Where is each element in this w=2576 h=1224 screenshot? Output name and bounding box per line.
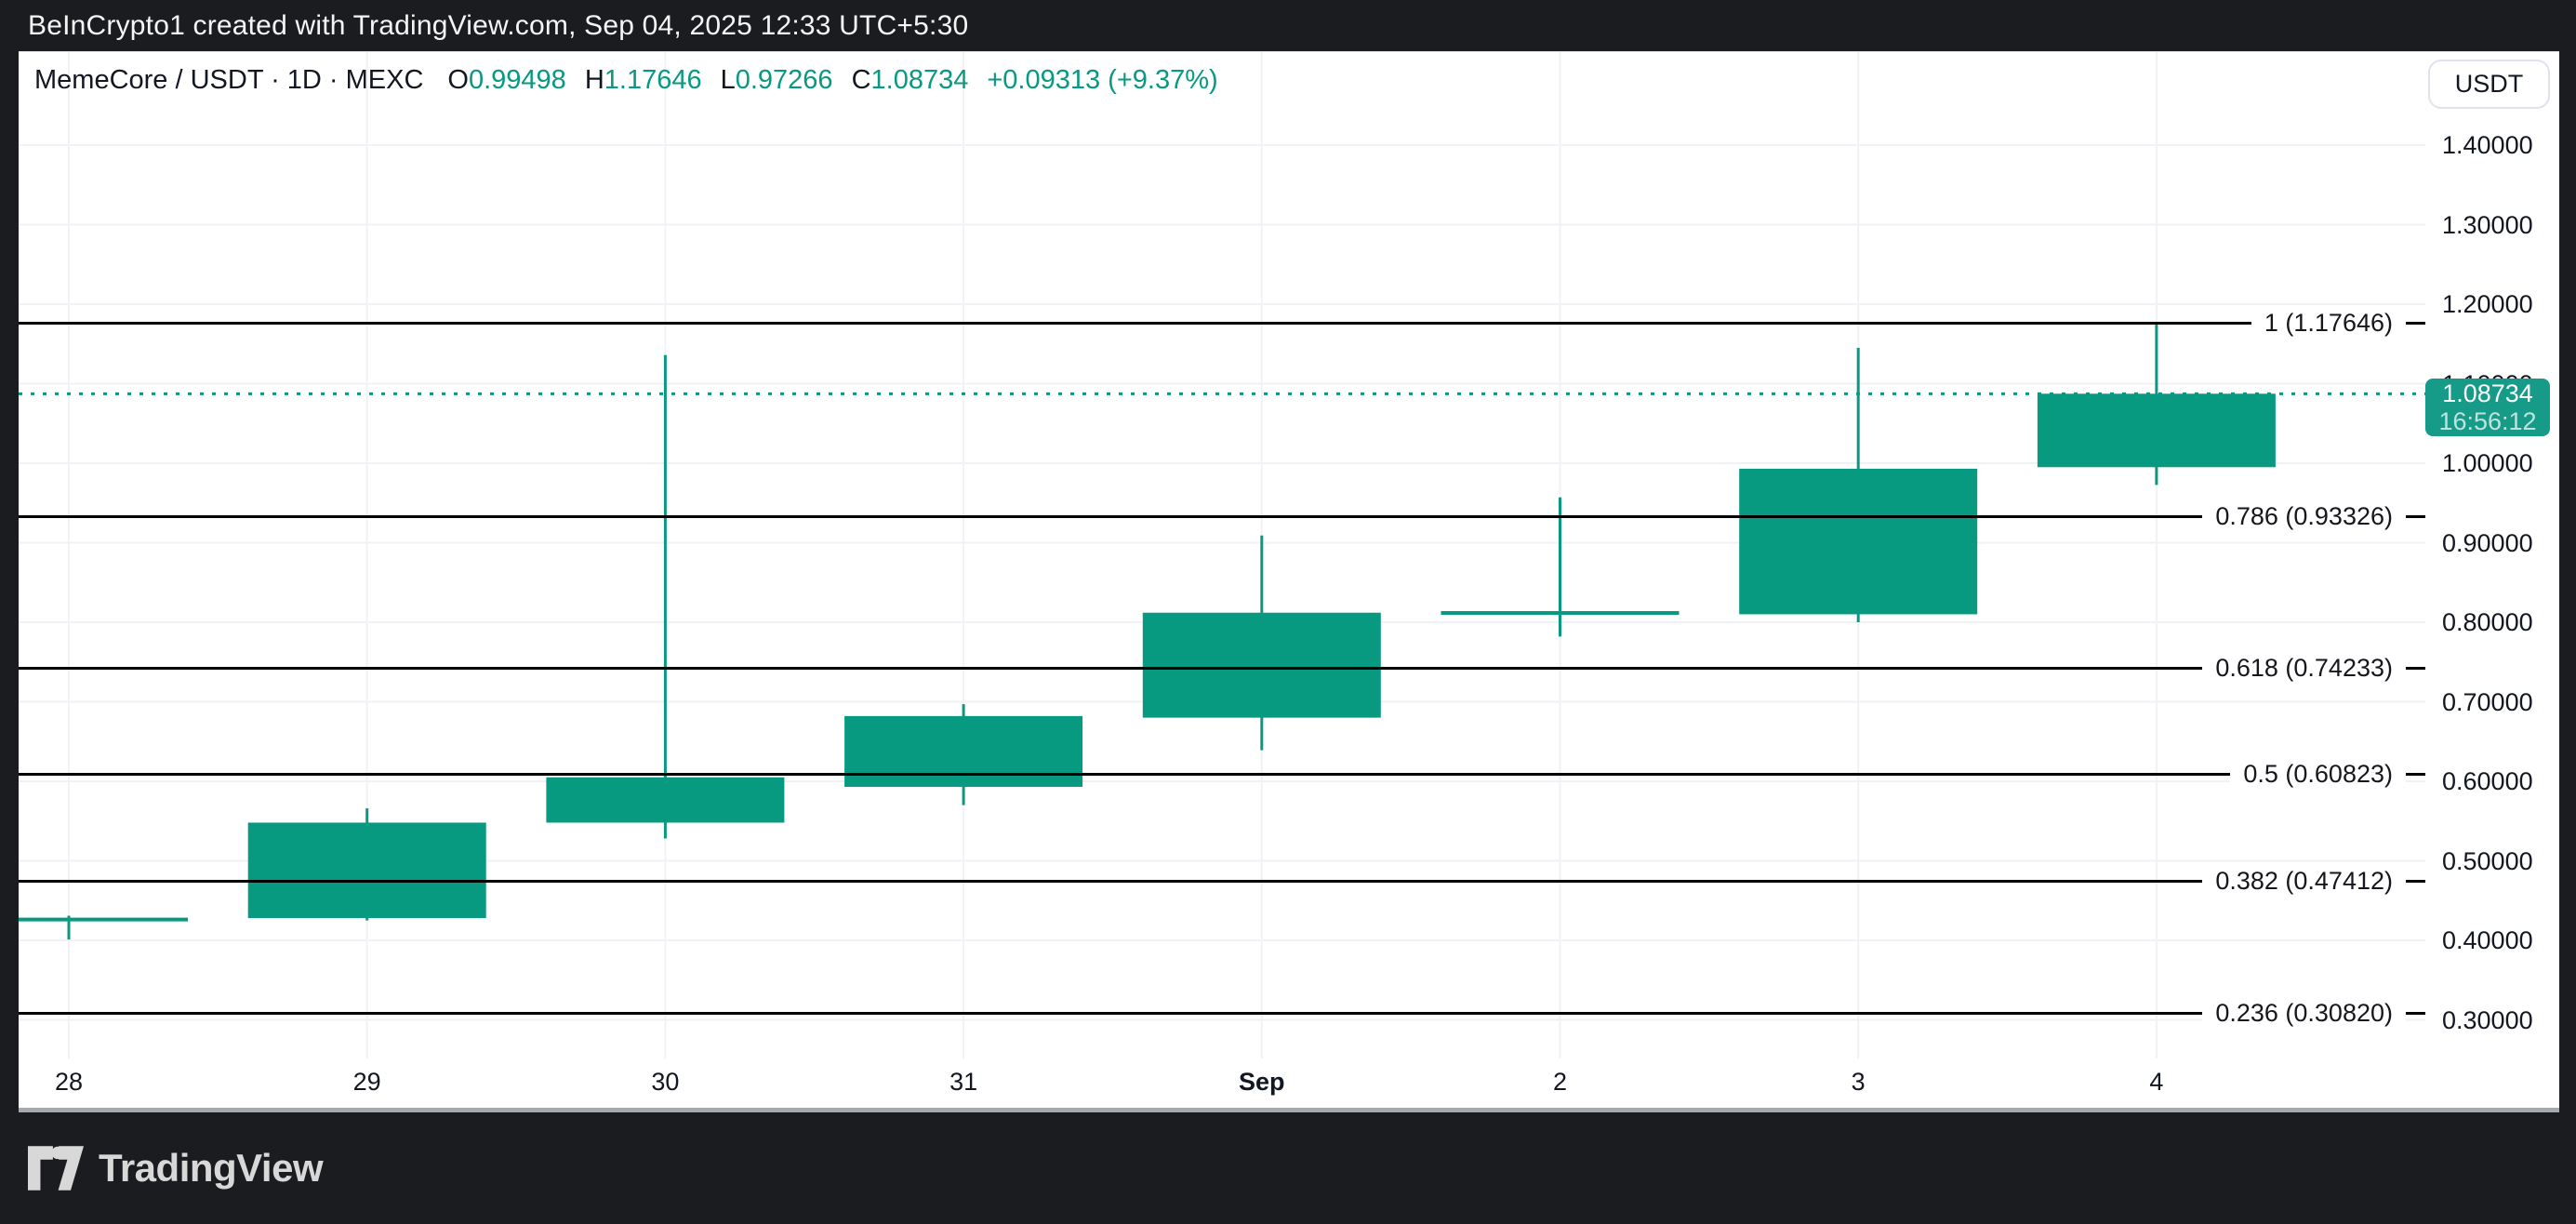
candle-body (844, 715, 1083, 787)
candle-body (19, 917, 188, 922)
candle-body (1142, 612, 1381, 718)
price-axis-label: 0.50000 (2442, 846, 2533, 875)
price-axis-label: 0.80000 (2442, 608, 2533, 636)
price-axis-label: 0.90000 (2442, 528, 2533, 557)
time-axis-label: 3 (1851, 1068, 1866, 1096)
price-axis-label: 1.40000 (2442, 131, 2533, 159)
price-axis[interactable]: 1.400001.300001.200001.100001.000000.900… (2425, 52, 2559, 1058)
time-axis-label: 2 (1552, 1068, 1568, 1096)
tradingview-logo-text: TradingView (99, 1146, 324, 1190)
candle-body (2037, 393, 2276, 468)
currency-toggle-button[interactable]: USDT (2428, 60, 2550, 109)
tradingview-logo[interactable]: TradingView (28, 1146, 324, 1191)
candle-body (247, 822, 486, 919)
footer-bar: TradingView (0, 1112, 2576, 1224)
time-axis-label: 31 (949, 1068, 978, 1096)
plot-area[interactable]: 1 (1.17646) 0.786 (0.93326) 0.618 (0.74233… (19, 52, 2425, 1058)
candlestick-chart (19, 52, 2425, 1058)
price-axis-label: 0.30000 (2442, 1005, 2533, 1034)
price-axis-label: 1.00000 (2442, 449, 2533, 477)
time-axis-label: 28 (54, 1068, 84, 1096)
attribution-text: BeInCrypto1 created with TradingView.com… (28, 9, 969, 41)
time-axis-label: Sep (1239, 1068, 1285, 1096)
time-axis-label: 29 (352, 1068, 381, 1096)
chart-card: 1 (1.17646) 0.786 (0.93326) 0.618 (0.74233… (19, 51, 2559, 1112)
last-price-badge: 1.08734 16:56:12 (2425, 379, 2550, 437)
candle-body (1441, 611, 1680, 616)
candle-body (1739, 468, 1978, 615)
price-axis-label: 0.40000 (2442, 926, 2533, 954)
time-axis[interactable]: 28 29 30 31 Sep 2 3 4 (19, 1058, 2425, 1109)
price-axis-label: 1.30000 (2442, 210, 2533, 239)
tradingview-logo-icon (28, 1146, 84, 1191)
price-axis-label: 0.70000 (2442, 687, 2533, 716)
candle-body (546, 777, 785, 823)
price-axis-label: 1.20000 (2442, 290, 2533, 318)
time-axis-label: 4 (2149, 1068, 2164, 1096)
bar-countdown: 16:56:12 (2438, 407, 2537, 436)
attribution-bar: BeInCrypto1 created with TradingView.com… (0, 0, 2576, 51)
last-price-value: 1.08734 (2442, 379, 2533, 408)
price-axis-label: 0.60000 (2442, 767, 2533, 795)
time-axis-label: 30 (651, 1068, 680, 1096)
